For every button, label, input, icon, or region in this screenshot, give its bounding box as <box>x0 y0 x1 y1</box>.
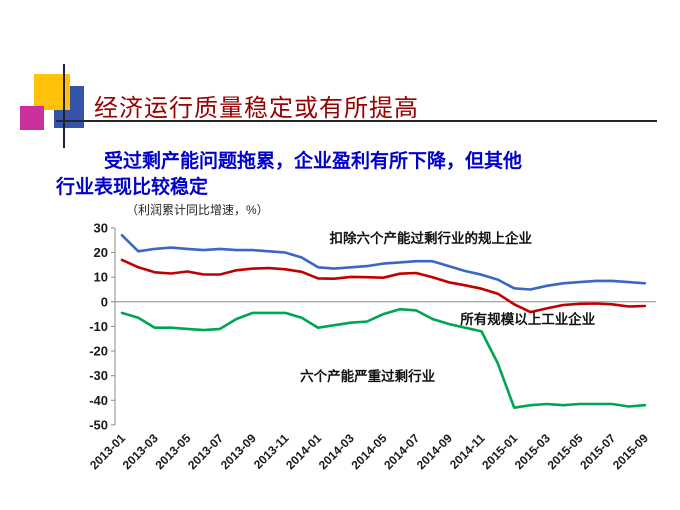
y-tick-label: -30 <box>89 368 108 383</box>
subtitle-line-1: 受过剩产能问题拖累，企业盈利有所下降，但其他 <box>104 151 523 172</box>
x-tick-label: 2013-09 <box>218 431 259 472</box>
axis-unit-note: （利润累计同比增速，%） <box>126 203 269 217</box>
series-annotation-0: 扣除六个产能过剩行业的规上企业 <box>330 230 533 246</box>
subtitle-line-2: 行业表现比较稳定 <box>56 177 209 198</box>
series-annotation-2: 六个产能严重过剩行业 <box>300 368 435 384</box>
y-tick-label: -10 <box>89 319 108 334</box>
x-tick-label: 2014-09 <box>414 431 455 472</box>
deco-vertical-line <box>63 64 65 148</box>
series-line-1 <box>120 258 647 314</box>
series-line-0 <box>120 234 647 291</box>
y-tick-label: 30 <box>94 220 108 235</box>
deco-square-magenta <box>20 106 44 130</box>
title-underline <box>56 120 657 122</box>
series-line-2 <box>120 307 647 410</box>
y-tick-label: 0 <box>101 294 108 309</box>
y-tick-label: 10 <box>94 270 108 285</box>
x-tick-label: 2015-09 <box>610 431 651 472</box>
series-annotation-1: 所有规模以上工业企业 <box>460 311 595 327</box>
y-tick-label: -50 <box>89 417 108 432</box>
y-tick-label: -40 <box>89 393 108 408</box>
y-tick-label: -20 <box>89 344 108 359</box>
y-tick-label: 20 <box>94 245 108 260</box>
slide-title: 经济运行质量稳定或有所提高 <box>94 96 419 122</box>
